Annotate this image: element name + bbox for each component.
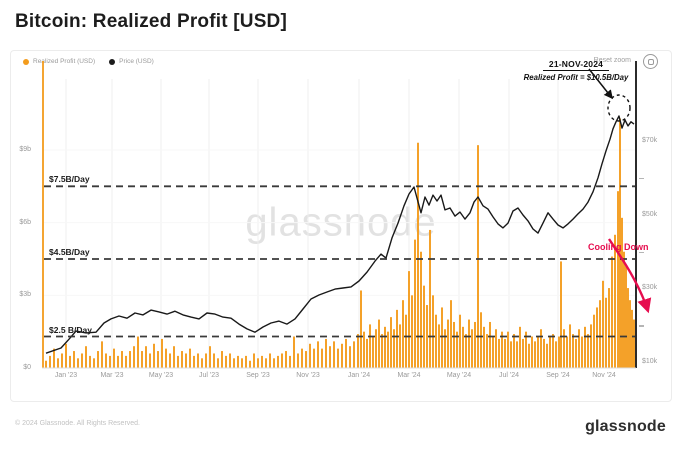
y-axis-left-label: $9b	[19, 146, 31, 153]
y-axis-right-label: $70k	[642, 137, 658, 144]
legend-dot-realized-profit	[23, 58, 29, 65]
reset-zoom-button[interactable]: Reset zoom	[593, 57, 631, 64]
y-axis-left-label: $3b	[19, 291, 31, 299]
y-axis-right-minor-tick	[639, 177, 644, 180]
chart-legend: Realized Profit (USD) Price (USD)	[23, 58, 154, 65]
peak-callout-detail: Realized Profit = $10.5B/Day	[523, 73, 629, 82]
y-axis-right-minor-tick	[639, 251, 644, 253]
footer-copyright: © 2024 Glassnode. All Rights Reserved.	[15, 420, 141, 427]
y-axis-right-minor-tick	[639, 325, 644, 327]
y-axis-right-label: $30k	[642, 284, 658, 292]
reference-line-label: $2.5 B/Day	[49, 324, 92, 335]
peak-callout-date: 21-NOV-2024	[542, 59, 610, 71]
x-axis-label: Jan '24	[347, 372, 371, 379]
x-axis-label: Jul '23	[198, 372, 220, 379]
reference-line-label: $4.5B/Day	[49, 247, 90, 257]
cooling-down-label: Cooling Down	[588, 242, 649, 252]
chart-card: Realized Profit (USD) Price (USD) Reset …	[10, 50, 672, 402]
y-axis-right-label: $50k	[642, 210, 658, 218]
chart-canvas[interactable]	[11, 51, 671, 401]
glassnode-logo: glassnode	[585, 418, 666, 435]
x-axis-label: Sep '24	[546, 372, 570, 379]
x-axis-label: May '23	[148, 372, 174, 379]
x-axis-label: Nov '23	[296, 372, 320, 379]
y-axis-right-label: $10k	[642, 358, 658, 365]
legend-item-price[interactable]: Price (USD)	[109, 58, 154, 65]
x-axis-label: Mar '24	[397, 372, 421, 379]
y-axis-left-label: $0	[23, 364, 31, 371]
camera-icon[interactable]	[643, 54, 658, 69]
x-axis-label: Sep '23	[246, 372, 270, 379]
legend-dot-price	[109, 58, 116, 65]
legend-item-realized-profit[interactable]: Realized Profit (USD)	[23, 58, 95, 65]
legend-label: Price (USD)	[119, 58, 154, 65]
peak-callout: 21-NOV-2024 Realized Profit = $10.5B/Day	[496, 54, 656, 82]
x-axis-label: Mar '23	[100, 372, 124, 379]
legend-label: Realized Profit (USD)	[33, 58, 96, 65]
x-axis-label: Jul '24	[498, 372, 520, 379]
reference-line-label: $7.5B/Day	[49, 174, 90, 185]
x-axis-label: Jan '23	[54, 372, 78, 379]
page-title: Bitcoin: Realized Profit [USD]	[15, 11, 288, 32]
x-axis-label: Nov '24	[592, 372, 616, 379]
y-axis-left-label: $6b	[19, 218, 31, 226]
x-axis-label: May '24	[446, 372, 472, 379]
